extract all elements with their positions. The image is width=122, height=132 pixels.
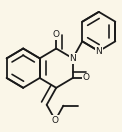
Text: N: N xyxy=(69,54,76,63)
Text: O: O xyxy=(83,74,90,82)
Text: O: O xyxy=(53,30,60,39)
Text: N: N xyxy=(95,47,102,56)
Text: O: O xyxy=(52,116,59,125)
